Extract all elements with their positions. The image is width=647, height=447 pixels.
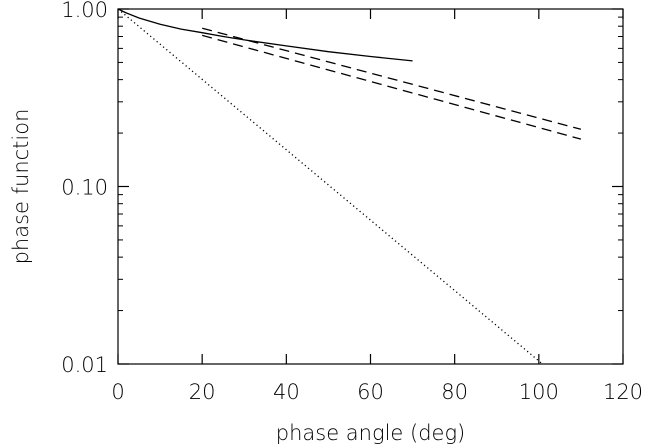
series-line-3-dashed [202, 34, 582, 140]
x-tick-label: 80 [441, 380, 468, 404]
y-tick-label: 0.10 [61, 176, 108, 200]
y-axis-title: phase function [9, 109, 33, 265]
y-axis: 0.01 0.10 1.00 [61, 0, 623, 377]
x-tick-label: 100 [519, 380, 559, 404]
x-tick-label: 40 [273, 380, 300, 404]
series-line-2-dashed [202, 27, 582, 130]
series-layer [118, 9, 582, 364]
series-line-4-dotted [118, 9, 544, 364]
y-tick-label: 0.01 [61, 353, 108, 377]
x-tick-label: 0 [111, 380, 124, 404]
x-tick-label: 20 [189, 380, 216, 404]
x-axis: 0 20 40 60 80 100 120 [111, 9, 643, 404]
y-tick-label: 1.00 [61, 0, 108, 22]
x-tick-label: 60 [357, 380, 384, 404]
x-axis-title: phase angle (deg) [276, 421, 466, 445]
plot-frame [117, 8, 624, 365]
series-line-1-solid [118, 9, 413, 62]
x-tick-label: 120 [603, 380, 643, 404]
